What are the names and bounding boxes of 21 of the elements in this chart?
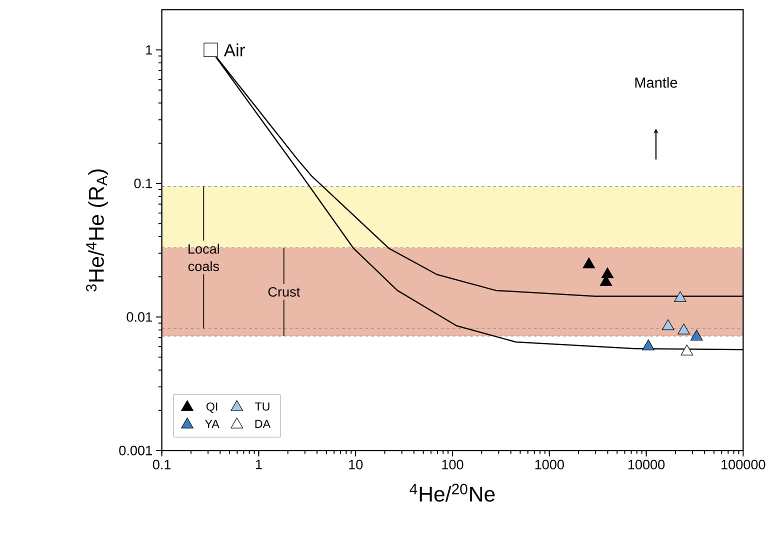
y-axis-title: $^{3}$He/$^{4}$He (R$_{A}$)	[86, 169, 108, 292]
annotation: Mantle	[635, 77, 678, 88]
legend-label: YA	[205, 420, 220, 428]
legend-label: DA	[255, 420, 271, 428]
y-tick-label: 0.1	[134, 178, 152, 188]
y-tick-label: 0.001	[119, 446, 152, 456]
x-axis-title: $^{4}$He/$^{20}$Ne	[410, 484, 495, 502]
y-tick-label: 1	[146, 45, 152, 55]
x-tick-label: 1	[256, 460, 262, 470]
band-label: Local coals	[188, 244, 220, 272]
legend-label: QI	[206, 402, 218, 413]
x-tick-label: 0.1	[152, 460, 171, 470]
band-label: Crust	[268, 287, 300, 297]
x-tick-label: 10	[349, 460, 363, 470]
y-tick-label: 0.01	[126, 312, 152, 322]
annotation: Air	[224, 44, 245, 56]
x-tick-label: 100000	[722, 460, 766, 470]
x-tick-label: 10000	[628, 460, 665, 470]
legend-label: TU	[255, 402, 270, 411]
x-tick-label: 100	[442, 460, 464, 470]
x-tick-label: 1000	[535, 460, 564, 470]
